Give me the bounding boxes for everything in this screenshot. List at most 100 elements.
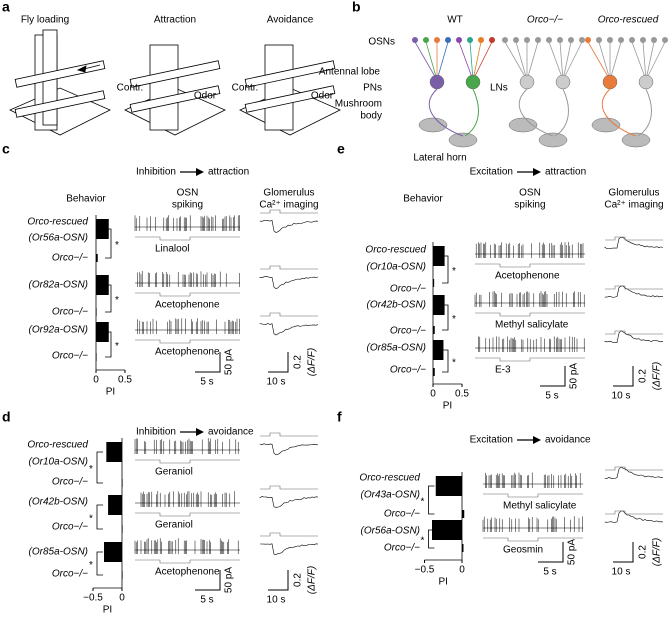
label: OSNs [368,37,395,48]
row-label: (Or43a-OSN) [361,490,420,501]
spike-trace [482,516,583,532]
bar [432,520,462,540]
pn-axon [602,88,637,137]
label: Odor [311,91,334,102]
label: Attraction [154,15,196,26]
panel-letter: d [2,409,11,425]
osn [557,37,563,43]
stim-pulse [605,285,663,290]
odor-name: Acetophenone [155,567,220,578]
panel-letter: c [2,141,10,157]
odor-name: Acetophenone [495,271,560,282]
odor-name: Linalool [155,244,189,255]
bar [433,295,445,315]
row-label: (Or56a-OSN) [29,233,88,244]
row-label: Orco−/− [52,477,88,488]
bar [96,322,109,342]
x-tick-label: 0.5 [455,389,469,400]
row-label: Orco−/− [52,307,88,318]
row-label: Orco−/− [390,326,426,337]
scale-label: 0.2 [293,573,304,587]
osn-axon [645,41,655,81]
significance-star: * [452,358,456,369]
glomerulus [519,74,535,90]
osn-axon [645,41,666,81]
genotype: WT [447,15,463,26]
osn [535,37,541,43]
spike-trace [483,472,583,488]
bar [106,442,122,462]
odor-name: Methyl salicylate [495,320,569,331]
scale-label: 0.2 [638,545,649,559]
significance-bracket [105,331,112,358]
column-header: Glomerulus [263,188,314,199]
scale-label: 0.2 [638,369,649,383]
pn-axon [429,88,464,137]
osn [445,37,451,43]
bar [96,353,97,361]
osn [596,37,602,43]
osn [546,37,552,43]
osn-axon [458,41,474,81]
osn-axon [587,41,611,81]
calcium-trace [259,443,319,456]
odor-name: Acetophenone [155,300,220,311]
row-label: Orco−/− [52,522,88,533]
calcium-trace [259,276,319,290]
x-axis-label: PI [443,401,452,412]
x-axis-label: PI [439,577,448,588]
glomerulus [638,74,654,90]
row-label: (Or10a-OSN) [367,262,426,273]
lateral-horn [448,132,478,148]
row-label: (Or10a-OSN) [29,457,88,468]
stim-pulse [260,209,318,214]
spike-trace [134,438,240,454]
label: Lateral horn [413,153,466,164]
osn-axon [414,41,438,81]
row-label: Orco−/− [52,351,88,362]
osn-axon [548,41,564,81]
bar [104,542,122,562]
calcium-trace [604,285,664,298]
bar [433,326,435,334]
title-arrowhead [196,428,204,436]
stim-pulse [605,330,663,335]
row-label: Orco-rescued [27,440,88,451]
scale-label: 50 pA [224,567,235,593]
panel-letter: f [337,409,342,425]
genotype: Orco−/− [527,15,563,26]
row-label: (Or42b-OSN) [29,497,88,508]
odor-name: Geraniol [155,467,193,478]
glomerulus [429,74,445,90]
bar [462,510,465,518]
significance-star: * [89,560,93,571]
panel-a-art [9,29,341,136]
osn-axon [609,41,622,81]
circuit-diagram [412,37,495,148]
scale-label: 50 pA [224,349,235,375]
x-axis-label: PI [103,605,112,616]
significance-star: * [452,266,456,277]
column-header: Ca²⁺ imaging [604,200,663,211]
spike-trace [474,291,585,307]
odor-name: Acetophenone [155,347,220,358]
spike-trace [475,336,585,352]
row-label: (Or85a-OSN) [367,343,426,354]
panel-title: Inhibition [136,427,176,438]
osn [585,37,591,43]
significance-bracket [442,255,449,284]
spike-trace [134,215,240,231]
scale-label: 5 s [200,377,213,388]
bar [96,219,109,239]
osn-axon [472,41,493,81]
osn-axon [642,41,647,81]
significance-star: * [452,314,456,325]
column-header: OSN [519,188,541,199]
significance-bracket [96,551,103,576]
title-arrowhead [196,168,204,176]
scale-label: (ΔF/F) [652,538,663,566]
odor-pulse [135,559,240,564]
label: Contr. [117,83,144,94]
odor-pulse [135,512,240,517]
scale-label: 0.2 [293,355,304,369]
